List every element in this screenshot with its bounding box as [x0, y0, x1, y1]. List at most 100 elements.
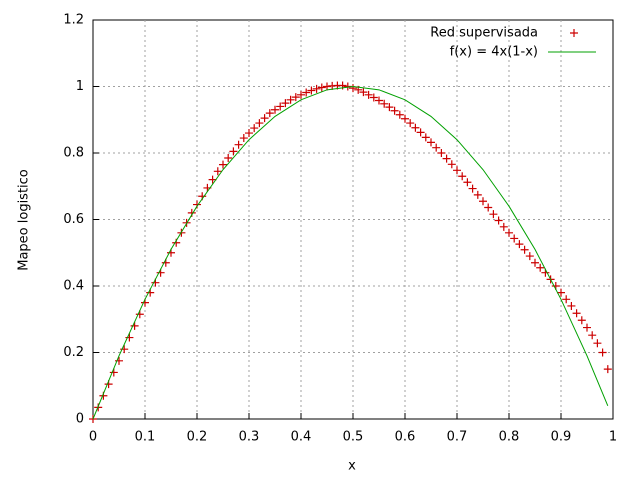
point: [364, 90, 373, 99]
x-tick-label: 0.3: [239, 430, 260, 445]
point: [193, 200, 201, 209]
point: [291, 93, 300, 102]
point: [245, 129, 253, 138]
point: [229, 147, 238, 156]
point: [458, 172, 467, 181]
point: [115, 356, 123, 365]
point: [416, 128, 425, 137]
x-tick-label: 0.6: [395, 430, 416, 445]
point: [265, 109, 274, 118]
point: [375, 96, 383, 105]
point: [463, 178, 472, 187]
y-tick-label: 0.2: [63, 345, 84, 360]
point: [598, 348, 607, 357]
point: [525, 252, 534, 261]
x-tick-label: 0.5: [343, 430, 364, 445]
x-tick-label: 0.7: [447, 430, 468, 445]
point: [234, 140, 243, 149]
point: [406, 119, 415, 128]
point: [359, 88, 368, 97]
point: [120, 345, 129, 354]
point: [411, 123, 420, 132]
point: [401, 114, 409, 123]
point: [213, 167, 222, 176]
x-tick-label: 0.4: [291, 430, 312, 445]
point: [447, 160, 456, 169]
x-axis-label: x: [348, 459, 356, 474]
legend-symbol: [570, 29, 578, 37]
point: [432, 143, 441, 152]
point: [531, 258, 539, 267]
point: [494, 216, 503, 225]
point: [125, 333, 134, 342]
point: [499, 222, 508, 231]
x-tick-label: 0.9: [551, 430, 572, 445]
point: [395, 110, 404, 119]
y-tick-label: 0.6: [63, 212, 84, 227]
point: [583, 323, 591, 332]
point: [286, 95, 295, 104]
point: [572, 309, 581, 318]
point: [479, 197, 487, 206]
point: [520, 245, 529, 254]
point: [505, 228, 513, 237]
point: [390, 106, 399, 115]
point: [250, 124, 259, 133]
x-tick-label: 0.1: [135, 430, 156, 445]
line: [92, 85, 609, 420]
point: [510, 234, 519, 243]
point: [385, 103, 394, 112]
point: [281, 99, 290, 108]
point: [427, 138, 435, 147]
point: [312, 84, 321, 93]
point: [369, 93, 378, 102]
point: [208, 175, 217, 184]
point: [557, 288, 565, 297]
point: [603, 365, 612, 374]
y-axis-label: Mapeo logistico: [17, 169, 32, 271]
point: [271, 105, 279, 114]
point: [489, 210, 498, 219]
point: [349, 84, 357, 93]
point: [593, 339, 602, 348]
x-tick-label: 0.2: [187, 430, 208, 445]
x-tick-label: 0: [89, 430, 97, 445]
point: [276, 102, 285, 111]
point: [473, 190, 482, 199]
point: [307, 86, 316, 95]
legend-label: f(x) = 4x(1-x): [450, 45, 538, 60]
point: [577, 316, 586, 325]
y-tick-label: 0: [76, 412, 84, 427]
y-tick-label: 0.4: [63, 279, 84, 294]
point: [380, 99, 389, 108]
point: [302, 88, 311, 97]
point: [468, 184, 477, 193]
point: [219, 160, 227, 169]
point: [567, 301, 576, 310]
point: [437, 149, 446, 157]
point: [239, 134, 248, 143]
point: [260, 114, 269, 123]
point: [224, 153, 233, 162]
point: [588, 331, 597, 340]
point: [130, 321, 139, 330]
point: [317, 83, 326, 92]
point: [297, 90, 305, 99]
point: [442, 154, 451, 163]
point: [515, 240, 524, 249]
point: [453, 166, 461, 175]
y-tick-label: 0.8: [63, 146, 84, 161]
point: [109, 368, 118, 377]
y-tick-label: 1.2: [63, 13, 84, 28]
y-tick-label: 1: [76, 79, 84, 94]
point: [484, 203, 493, 212]
legend-label: Red supervisada: [430, 26, 538, 41]
point: [421, 133, 430, 142]
point: [536, 263, 545, 272]
x-tick-label: 0.8: [499, 430, 520, 445]
point: [323, 82, 331, 91]
x-tick-label: 1: [609, 430, 617, 445]
point: [562, 295, 571, 304]
